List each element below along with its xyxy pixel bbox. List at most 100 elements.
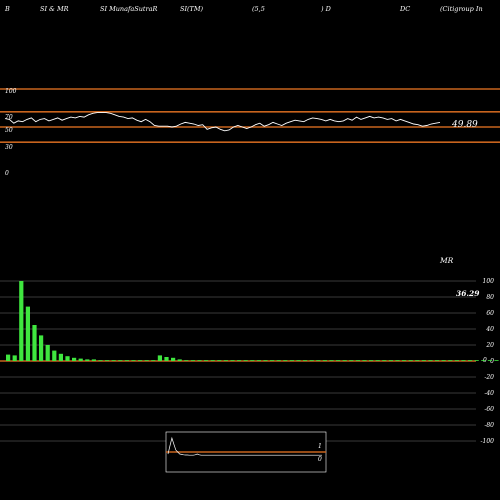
mrsi-bar: [342, 360, 347, 361]
rsi-tick-label: 70: [5, 114, 13, 121]
rsi-gridlines: [0, 88, 500, 143]
mrsi-bar: [105, 360, 110, 361]
mrsi-bar: [177, 359, 182, 361]
mrsi-bar: [39, 335, 44, 361]
mrsi-tick-label: 20: [485, 342, 494, 349]
mrsi-bar: [349, 360, 354, 361]
header-label: SI & MR: [40, 5, 69, 13]
mrsi-bar: [111, 360, 116, 361]
header: B SI & MR SI MunafaSutraR SI(TM) (5,5 ) …: [4, 5, 483, 13]
mrsi-bar: [428, 360, 433, 361]
mrsi-bar: [481, 360, 486, 361]
rsi-tick-label: 50: [5, 127, 13, 134]
header-label: DC: [399, 5, 410, 13]
mrsi-tick-label: -20: [484, 374, 494, 381]
mrsi-bar: [98, 360, 103, 361]
mrsi-bar: [223, 360, 228, 361]
mrsi-bar: [118, 360, 123, 361]
mrsi-bar: [303, 360, 308, 361]
mrsi-bar: [250, 360, 255, 361]
mrsi-bar: [197, 360, 202, 361]
mrsi-bar: [448, 360, 453, 361]
mrsi-bar: [402, 360, 407, 361]
mrsi-bar: [369, 360, 374, 361]
mrsi-bar: [408, 360, 413, 361]
mrsi-bar: [435, 360, 440, 361]
mrsi-bar: [421, 360, 426, 361]
mrsi-tick-label: 60: [486, 310, 494, 317]
header-label: (5,5: [252, 5, 265, 13]
header-label: SI(TM): [180, 5, 204, 13]
mrsi-bar: [6, 354, 11, 361]
mrsi-bar: [243, 360, 248, 361]
mrsi-bar: [256, 360, 261, 361]
mrsi-bar: [190, 360, 195, 361]
mrsi-bar: [289, 360, 294, 361]
mrsi-tick-label: 40: [485, 326, 494, 333]
mrsi-bar: [138, 360, 143, 361]
mrsi-bar: [151, 360, 156, 361]
mrsi-tick-label: 0: [490, 358, 494, 365]
mrsi-bar: [355, 360, 360, 361]
rsi-current-value: 49.89: [451, 120, 478, 130]
rsi-tick-label: 100: [5, 88, 17, 95]
mrsi-tick-labels: -100 -80 -60 -40 -20 0 20 40 60 80 100: [481, 278, 495, 445]
mrsi-title: MR: [439, 256, 454, 265]
mrsi-bar: [45, 345, 50, 361]
mrsi-bar: [237, 360, 242, 361]
mrsi-bar: [296, 360, 301, 361]
mrsi-bar: [65, 356, 70, 361]
mrsi-bar: [375, 360, 380, 361]
mrsi-tick-label: -60: [484, 406, 494, 413]
mrsi-bar: [415, 360, 420, 361]
mrsi-bar: [25, 306, 30, 361]
header-label: (Citigroup In: [440, 5, 483, 13]
mrsi-bar: [184, 360, 189, 361]
mrsi-bar: [164, 357, 169, 361]
mrsi-bar: [382, 360, 387, 361]
mrsi-bar: [316, 360, 321, 361]
mrsi-bar: [362, 360, 367, 361]
rsi-series-line: [4, 112, 441, 132]
mrsi-bar: [276, 360, 281, 361]
mrsi-bar: [217, 360, 222, 361]
mrsi-bar: [171, 357, 176, 361]
header-label: B: [4, 5, 10, 13]
mrsi-tick-label: -100: [481, 438, 495, 445]
mrsi-current-value: 36.29: [456, 289, 480, 298]
mrsi-bar: [144, 360, 149, 361]
mrsi-tick-label: 80: [486, 294, 494, 301]
mrsi-bar: [474, 360, 479, 361]
mini-label: 1: [318, 443, 322, 450]
mrsi-bar: [12, 355, 17, 361]
mrsi-tick-label: -80: [484, 422, 494, 429]
mrsi-bar: [91, 359, 96, 361]
mrsi-bar: [270, 360, 275, 361]
mrsi-tick-label: 100: [483, 278, 495, 285]
mini-series-line: [167, 436, 322, 456]
mrsi-bar: [309, 360, 314, 361]
mrsi-bar: [395, 360, 400, 361]
mrsi-bar: [204, 360, 209, 361]
mrsi-bar: [85, 359, 90, 361]
rsi-tick-label: 0: [5, 170, 9, 177]
mrsi-bar: [454, 360, 459, 361]
mrsi-bar: [32, 325, 37, 361]
mrsi-bar: [19, 281, 24, 361]
mrsi-bar: [461, 360, 466, 361]
mrsi-bar: [329, 360, 334, 361]
mrsi-bar: [336, 360, 341, 361]
rsi-panel: 100 70 50 30 0 49.89: [0, 88, 500, 177]
mrsi-bar: [78, 358, 83, 361]
mrsi-tick-label: -40: [484, 390, 494, 397]
mrsi-bars: [6, 281, 499, 361]
rsi-tick-label: 30: [5, 144, 13, 151]
mrsi-bar: [157, 355, 162, 361]
mrsi-bar: [58, 353, 63, 361]
mrsi-bar: [230, 360, 235, 361]
mrsi-bar: [468, 360, 473, 361]
mrsi-bar: [494, 360, 499, 361]
mrsi-bar: [322, 360, 327, 361]
